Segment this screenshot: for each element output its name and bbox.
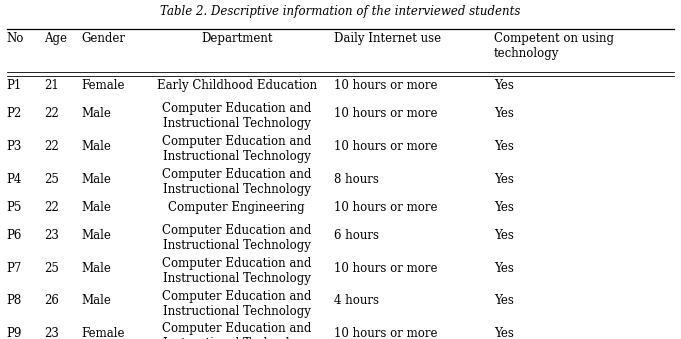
Text: Computer Education and
Instructional Technology: Computer Education and Instructional Tec… xyxy=(162,224,311,252)
Text: Computer Education and
Instructional Technology: Computer Education and Instructional Tec… xyxy=(162,135,311,163)
Text: Daily Internet use: Daily Internet use xyxy=(334,32,441,45)
Text: Male: Male xyxy=(82,261,112,275)
Text: 22: 22 xyxy=(44,107,59,120)
Text: Yes: Yes xyxy=(494,261,513,275)
Text: 25: 25 xyxy=(44,173,59,186)
Text: 22: 22 xyxy=(44,140,59,153)
Text: Male: Male xyxy=(82,228,112,242)
Text: 25: 25 xyxy=(44,261,59,275)
Text: Department: Department xyxy=(201,32,272,45)
Text: Male: Male xyxy=(82,107,112,120)
Text: 23: 23 xyxy=(44,228,59,242)
Text: Early Childhood Education: Early Childhood Education xyxy=(157,79,317,92)
Text: Male: Male xyxy=(82,173,112,186)
Text: Yes: Yes xyxy=(494,201,513,214)
Text: Computer Education and
Instructional Technology: Computer Education and Instructional Tec… xyxy=(162,257,311,285)
Text: Female: Female xyxy=(82,327,125,339)
Text: 4 hours: 4 hours xyxy=(334,294,379,307)
Text: Computer Education and
Instructional Technology: Computer Education and Instructional Tec… xyxy=(162,322,311,339)
Text: 22: 22 xyxy=(44,201,59,214)
Text: Male: Male xyxy=(82,140,112,153)
Text: Computer Engineering: Computer Engineering xyxy=(168,201,305,214)
Text: 21: 21 xyxy=(44,79,59,92)
Text: Table 2. Descriptive information of the interviewed students: Table 2. Descriptive information of the … xyxy=(160,5,521,18)
Text: P2: P2 xyxy=(7,107,22,120)
Text: Male: Male xyxy=(82,201,112,214)
Text: Female: Female xyxy=(82,79,125,92)
Text: 10 hours or more: 10 hours or more xyxy=(334,201,437,214)
Text: Computer Education and
Instructional Technology: Computer Education and Instructional Tec… xyxy=(162,102,311,130)
Text: 10 hours or more: 10 hours or more xyxy=(334,261,437,275)
Text: Yes: Yes xyxy=(494,79,513,92)
Text: Gender: Gender xyxy=(82,32,126,45)
Text: Yes: Yes xyxy=(494,140,513,153)
Text: Computer Education and
Instructional Technology: Computer Education and Instructional Tec… xyxy=(162,290,311,318)
Text: 10 hours or more: 10 hours or more xyxy=(334,79,437,92)
Text: P4: P4 xyxy=(7,173,22,186)
Text: Yes: Yes xyxy=(494,294,513,307)
Text: Yes: Yes xyxy=(494,173,513,186)
Text: Yes: Yes xyxy=(494,107,513,120)
Text: P7: P7 xyxy=(7,261,22,275)
Text: P3: P3 xyxy=(7,140,22,153)
Text: Yes: Yes xyxy=(494,228,513,242)
Text: 10 hours or more: 10 hours or more xyxy=(334,140,437,153)
Text: Male: Male xyxy=(82,294,112,307)
Text: P8: P8 xyxy=(7,294,22,307)
Text: P1: P1 xyxy=(7,79,22,92)
Text: 8 hours: 8 hours xyxy=(334,173,379,186)
Text: 6 hours: 6 hours xyxy=(334,228,379,242)
Text: No: No xyxy=(7,32,25,45)
Text: P9: P9 xyxy=(7,327,22,339)
Text: Computer Education and
Instructional Technology: Computer Education and Instructional Tec… xyxy=(162,168,311,196)
Text: P6: P6 xyxy=(7,228,22,242)
Text: Competent on using
technology: Competent on using technology xyxy=(494,32,614,60)
Text: 23: 23 xyxy=(44,327,59,339)
Text: 26: 26 xyxy=(44,294,59,307)
Text: P5: P5 xyxy=(7,201,22,214)
Text: 10 hours or more: 10 hours or more xyxy=(334,327,437,339)
Text: Age: Age xyxy=(44,32,67,45)
Text: 10 hours or more: 10 hours or more xyxy=(334,107,437,120)
Text: Yes: Yes xyxy=(494,327,513,339)
